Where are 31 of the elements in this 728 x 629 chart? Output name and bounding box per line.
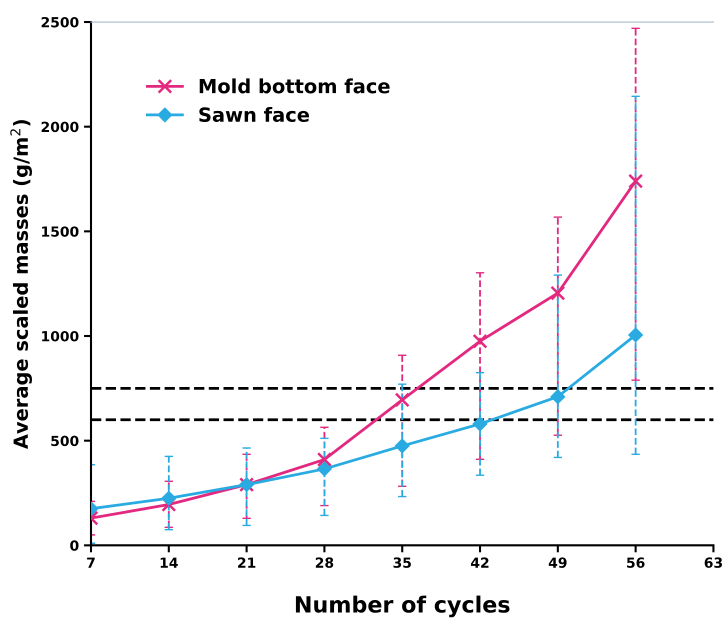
point [394, 392, 410, 408]
x-tick-label: 7 [87, 558, 95, 568]
y-tick-label: 2000 [42, 122, 79, 132]
point [161, 497, 176, 512]
x-tick-label: 28 [316, 557, 334, 568]
point [628, 328, 643, 342]
point [162, 491, 176, 506]
x-tick-label: 56 [627, 557, 645, 568]
point [317, 462, 332, 476]
x-tick-label: 14 [160, 558, 178, 568]
y-tick-label: 0 [70, 540, 79, 551]
point [472, 334, 488, 349]
point [472, 416, 488, 432]
x-tick-label: 49 [548, 557, 567, 568]
point [628, 174, 644, 189]
y-tick-label: 1000 [42, 330, 79, 342]
point [395, 438, 410, 454]
x-tick-label: 42 [470, 557, 488, 568]
legend-label: Sawn face [199, 106, 309, 122]
x-tick-label: 63 [704, 557, 722, 568]
x-tick-label: 35 [393, 557, 411, 568]
y-tick-label: 1500 [42, 226, 79, 237]
x-axis-title: Number of cycles [296, 596, 510, 618]
legend-label: Mold bottom face [200, 78, 390, 94]
point [550, 286, 566, 301]
x-tick-label: 21 [238, 557, 256, 568]
point [550, 390, 565, 404]
y-tick-label: 2500 [42, 16, 79, 28]
point [316, 452, 332, 468]
y-tick-label: 500 [51, 436, 79, 446]
y-axis-title: Average scaled masses (g/m$^{2}$) [10, 120, 32, 450]
